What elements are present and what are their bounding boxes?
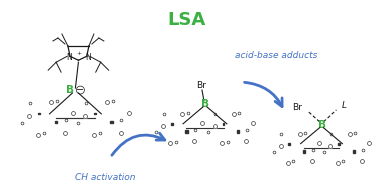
Text: Br: Br (196, 81, 206, 90)
Text: N: N (66, 53, 72, 62)
Bar (110, 121, 113, 123)
Bar (38, 113, 40, 115)
Text: Br: Br (292, 103, 302, 112)
Text: +: + (77, 51, 82, 56)
Bar (237, 130, 239, 133)
Bar (55, 121, 57, 123)
Text: N: N (85, 53, 90, 62)
Bar (171, 123, 173, 125)
Text: L: L (342, 101, 346, 110)
Text: B: B (66, 85, 74, 95)
FancyArrowPatch shape (112, 133, 165, 155)
Bar (338, 143, 340, 145)
Text: −: − (76, 85, 84, 95)
Bar (185, 130, 188, 133)
Text: B: B (317, 120, 325, 130)
Text: acid-base adducts: acid-base adducts (236, 51, 318, 60)
FancyArrowPatch shape (245, 82, 282, 107)
Text: B: B (201, 99, 209, 109)
Bar (303, 150, 305, 153)
Bar (352, 150, 355, 153)
Bar (288, 143, 290, 145)
Bar (222, 123, 224, 125)
Text: LSA: LSA (167, 11, 205, 29)
Text: CH activation: CH activation (75, 173, 136, 182)
Bar (94, 113, 96, 115)
